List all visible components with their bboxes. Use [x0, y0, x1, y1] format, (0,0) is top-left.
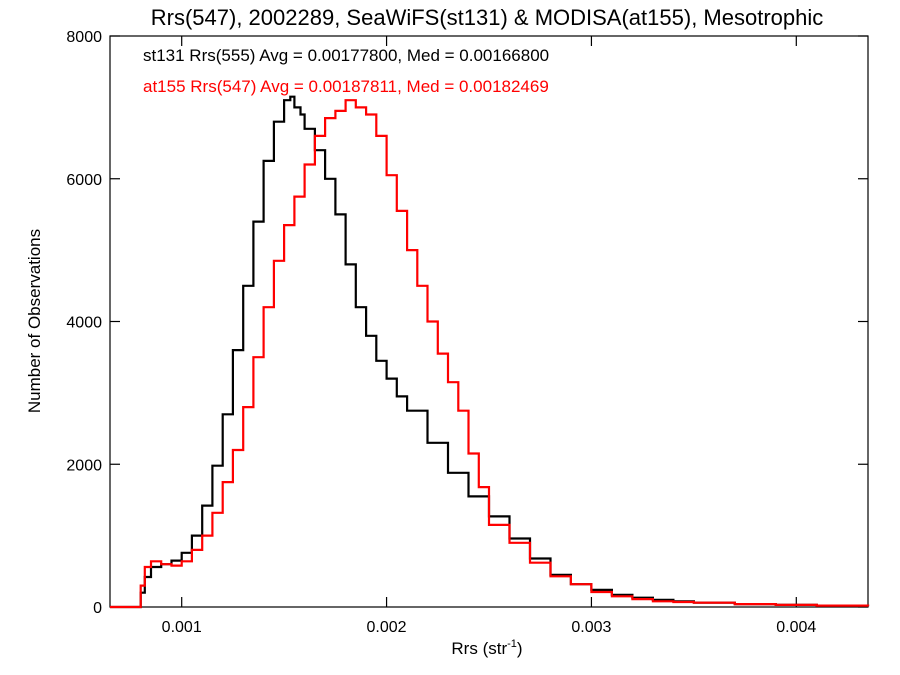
x-axis-label-main: Rrs (str	[451, 639, 507, 658]
x-axis-label-close: )	[517, 639, 523, 658]
annotation-at155: at155 Rrs(547) Avg = 0.00187811, Med = 0…	[143, 77, 549, 96]
x-axis-label-sup: -1	[507, 638, 517, 650]
x-axis-label: Rrs (str-1)	[451, 638, 522, 658]
series-line-0	[110, 95, 870, 609]
x-axis: 0.001 0.002 0.003 0.004	[162, 36, 816, 636]
annotation-st131: st131 Rrs(555) Avg = 0.00177800, Med = 0…	[143, 46, 549, 65]
x-tick-label: 0.004	[776, 619, 816, 636]
x-tick-label: 0.003	[571, 619, 611, 636]
y-axis-label: Number of Observations	[25, 229, 44, 413]
y-tick-label: 8000	[66, 29, 102, 46]
y-tick-label: 6000	[66, 172, 102, 189]
series-group	[110, 95, 870, 609]
chart-title: Rrs(547), 2002289, SeaWiFS(st131) & MODI…	[151, 5, 824, 30]
y-tick-label: 0	[93, 600, 102, 617]
series-line-1	[110, 99, 870, 609]
x-tick-label: 0.002	[367, 619, 407, 636]
y-axis: 0 2000 4000 6000 8000	[66, 29, 868, 617]
y-tick-label: 2000	[66, 457, 102, 474]
x-tick-label: 0.001	[162, 619, 202, 636]
y-tick-label: 4000	[66, 315, 102, 332]
